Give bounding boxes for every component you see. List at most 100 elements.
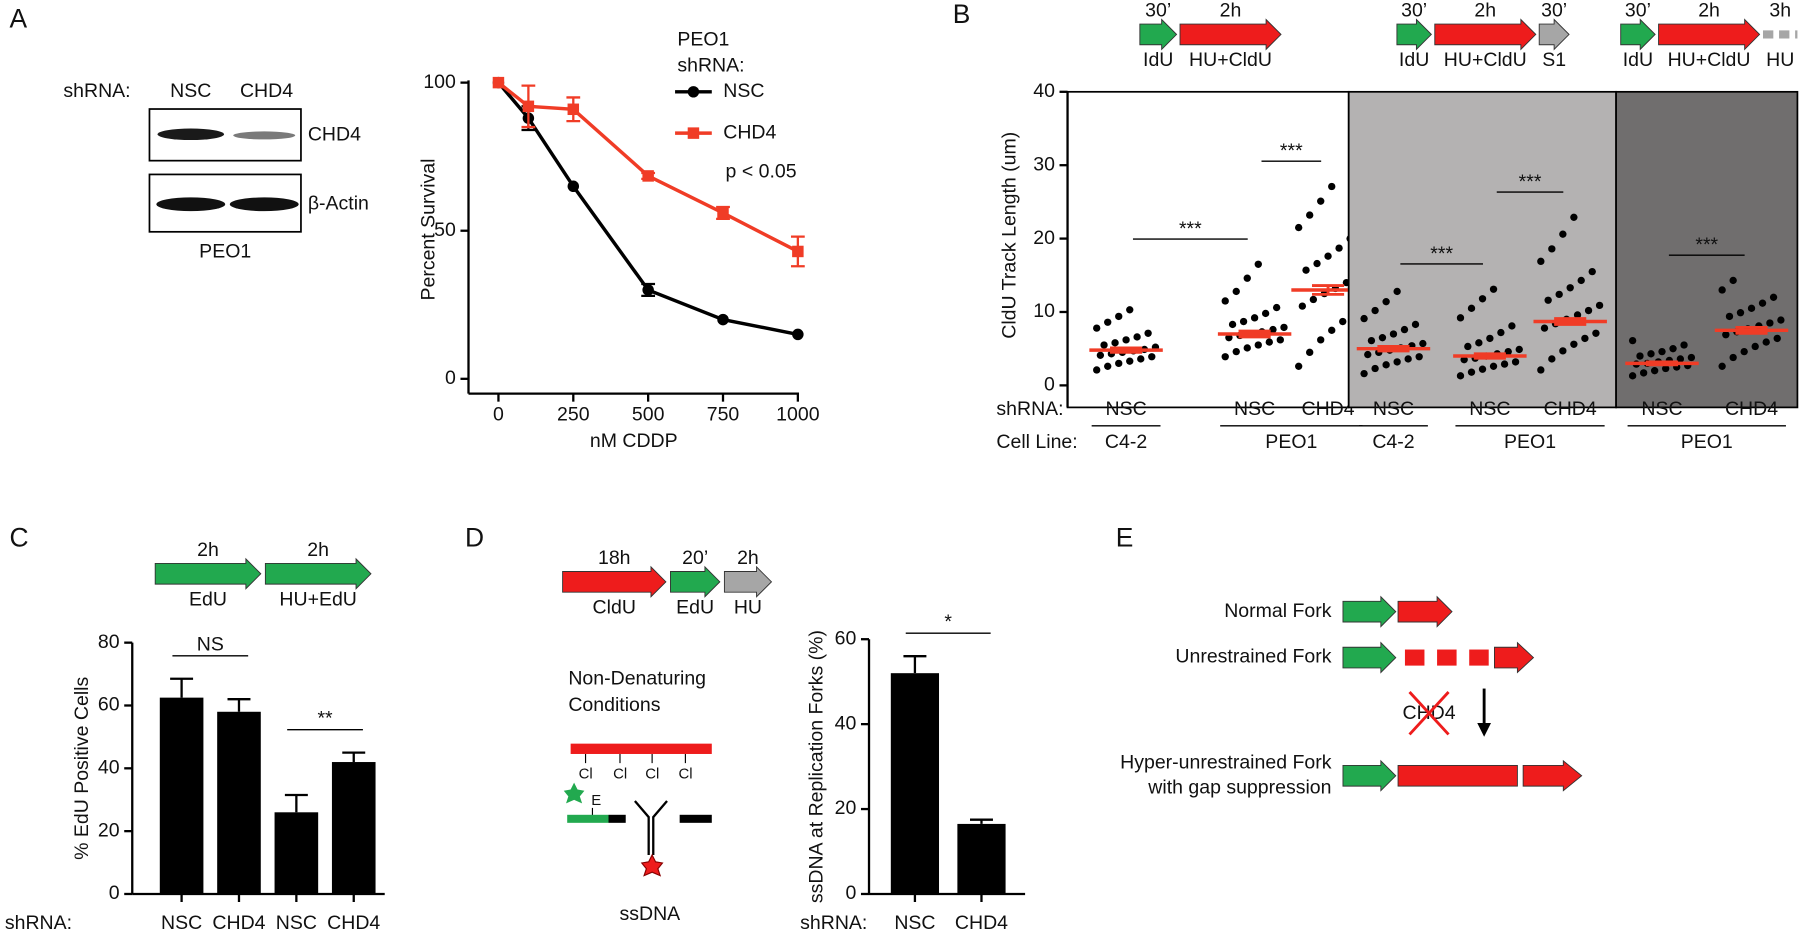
data-point [1729, 353, 1737, 362]
step-label: IdU [1143, 49, 1173, 71]
data-point [1515, 345, 1523, 354]
data-point [1228, 320, 1237, 329]
data-point [1460, 356, 1468, 364]
arrow [1538, 18, 1570, 51]
condition-text: Conditions [568, 694, 660, 716]
data-point [1122, 336, 1130, 344]
y-tick-label: 40 [1033, 80, 1055, 102]
cl-label: Cl [579, 767, 593, 783]
x-label: shRNA: [5, 912, 72, 933]
gap-segment [1437, 649, 1457, 666]
arrow [1658, 18, 1761, 51]
arrow [562, 565, 667, 598]
y-axis-label: ssDNA at Replication Forks (%) [806, 630, 828, 903]
data-point [1328, 326, 1336, 335]
marker [522, 100, 535, 113]
panel-label: D [465, 522, 484, 552]
data-point [1766, 319, 1774, 327]
cl-label: Cl [645, 767, 659, 783]
x-tick-label: CHD4 [327, 912, 380, 933]
data-point [1662, 364, 1670, 373]
data-point [1650, 367, 1659, 375]
data-point [1489, 285, 1498, 293]
lane-label: NSC [170, 80, 211, 102]
step-duration: 2h [737, 547, 759, 569]
marker [642, 170, 654, 182]
error-bar [227, 698, 251, 712]
data-point [1508, 322, 1516, 330]
data-point [1486, 334, 1494, 343]
bar [274, 812, 319, 894]
data-point [1769, 293, 1778, 301]
y-tick-label: 0 [109, 882, 120, 904]
sem-bar [1110, 346, 1143, 354]
data-point [1511, 358, 1520, 366]
step-duration: 2h [307, 539, 329, 561]
bar [159, 697, 204, 894]
y-tick-label: 80 [98, 631, 120, 653]
data-point [1725, 312, 1734, 321]
data-point [1747, 304, 1756, 312]
x-tick-label: CHD4 [1544, 398, 1597, 420]
cl-label: Cl [613, 767, 627, 783]
band [229, 197, 299, 212]
cl-ticks [584, 753, 686, 764]
data-point [1456, 372, 1465, 380]
edu-label: E [591, 793, 601, 809]
bar [957, 823, 1006, 894]
error-bar [970, 818, 993, 824]
data-point [1364, 350, 1372, 359]
data-point [1573, 311, 1582, 319]
y-tick-label: 100 [423, 71, 456, 93]
step-duration: 2h [1698, 0, 1720, 22]
sem-bar [1377, 345, 1410, 353]
data-point [1261, 309, 1270, 318]
data-point [1306, 348, 1314, 357]
sem-bar [1473, 352, 1506, 360]
blot-label: shRNA: [63, 80, 130, 102]
marker [492, 76, 505, 89]
legend-marker [687, 127, 700, 139]
data-point [1306, 211, 1314, 219]
significance-label: *** [1519, 171, 1542, 193]
bar [331, 762, 376, 894]
data-point [1144, 329, 1152, 337]
data-point [1254, 260, 1262, 268]
step-duration: 18h [598, 547, 631, 569]
data-point [1126, 357, 1134, 365]
step-duration: 30’ [1145, 0, 1171, 22]
data-point [1570, 340, 1578, 348]
x-tick-label: NSC [1373, 398, 1414, 420]
data-point [1096, 351, 1105, 359]
cell-line-label: C4-2 [1105, 431, 1147, 453]
data-point [1232, 287, 1240, 296]
lane-label: CHD4 [240, 80, 293, 102]
step-label: S1 [1542, 49, 1566, 71]
step-duration: 30’ [1625, 0, 1651, 22]
step-label: IdU [1623, 49, 1653, 71]
step-label: HU [1766, 49, 1794, 71]
data-point [1639, 369, 1648, 377]
y-tick-label: 30 [1033, 153, 1055, 175]
gap-segment [1469, 649, 1489, 666]
data-point [1740, 347, 1748, 356]
arrow [1522, 759, 1583, 792]
data-point [1497, 328, 1505, 337]
antibody [634, 800, 668, 855]
step-label: HU+CldU [1668, 49, 1751, 71]
significance-label: *** [1695, 234, 1718, 256]
data-point [1393, 358, 1401, 366]
ssdna-diagram: Non-Denaturing Conditions Cl Cl Cl Cl E … [563, 668, 712, 925]
band [156, 197, 226, 212]
data-point [1298, 302, 1307, 310]
y-tick-label: 0 [1044, 374, 1055, 396]
gap-segment [1404, 649, 1425, 666]
data-point [1404, 355, 1412, 363]
down-arrow-head [1477, 722, 1492, 737]
step-label: EdU [676, 596, 714, 618]
data-point [1537, 257, 1545, 266]
legend-title: shRNA: [677, 55, 744, 77]
data-point [1295, 362, 1303, 370]
data-point [1478, 295, 1487, 303]
legend-label: NSC [723, 80, 764, 102]
